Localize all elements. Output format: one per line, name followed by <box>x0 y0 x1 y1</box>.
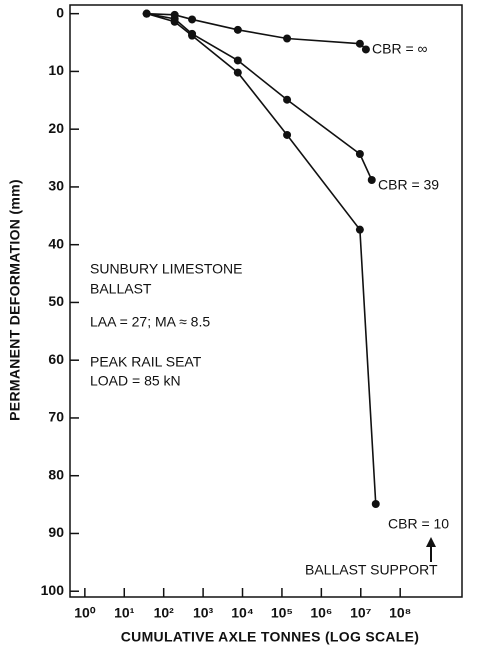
y-tick-label: 50 <box>48 293 64 309</box>
x-tick-label: 10⁷ <box>350 605 372 621</box>
x-tick-label: 10¹ <box>114 605 135 621</box>
data-point <box>233 68 242 77</box>
series-label: CBR = ∞ <box>372 41 428 57</box>
series-line <box>146 12 373 181</box>
data-point <box>283 130 292 139</box>
data-point <box>355 39 364 48</box>
data-point <box>142 9 151 18</box>
y-tick-label: 20 <box>48 120 64 136</box>
x-tick-label: 10⁸ <box>389 605 411 621</box>
data-point <box>188 15 197 24</box>
x-axis-label: CUMULATIVE AXLE TONNES (LOG SCALE) <box>121 629 420 645</box>
annotation: PEAK RAIL SEAT <box>90 354 202 370</box>
data-point <box>170 17 179 26</box>
data-point <box>188 31 197 40</box>
annotation: BALLAST SUPPORT <box>305 562 438 578</box>
series-label: CBR = 39 <box>378 177 439 193</box>
arrow-head <box>426 537 436 547</box>
y-tick-label: 40 <box>48 235 64 251</box>
y-tick-label: 10 <box>48 62 64 78</box>
x-tick-label: 10² <box>154 605 175 621</box>
x-tick-label: 10⁴ <box>231 605 254 621</box>
annotation: SUNBURY LIMESTONE <box>90 261 243 277</box>
y-tick-label: 100 <box>41 582 65 598</box>
y-tick-label: 30 <box>48 178 64 194</box>
series-label: CBR = 10 <box>388 516 449 532</box>
plot-frame <box>69 4 463 598</box>
y-tick-label: 0 <box>56 4 64 20</box>
series-line <box>146 12 377 505</box>
data-point <box>283 95 292 104</box>
x-tick-label: 10³ <box>193 605 214 621</box>
x-tick-label: 10⁵ <box>271 605 293 621</box>
data-point <box>371 500 380 509</box>
annotation: LOAD = 85 kN <box>90 373 181 389</box>
annotation: LAA = 27; MA ≈ 8.5 <box>90 314 210 330</box>
data-point <box>283 34 292 43</box>
y-axis-label: PERMANENT DEFORMATION (mm) <box>7 179 23 421</box>
x-tick-label: 10⁶ <box>310 605 332 621</box>
data-point <box>361 45 370 54</box>
data-point <box>233 56 242 65</box>
y-tick-label: 80 <box>48 466 64 482</box>
series-line <box>146 12 367 51</box>
data-point <box>233 25 242 34</box>
annotation: BALLAST <box>90 281 152 297</box>
data-point <box>355 225 364 234</box>
data-point <box>355 150 364 159</box>
y-tick-label: 70 <box>48 409 64 425</box>
x-tick-label: 10⁰ <box>74 605 96 621</box>
data-point <box>367 176 376 185</box>
y-tick-label: 60 <box>48 351 64 367</box>
y-tick-label: 90 <box>48 524 64 540</box>
